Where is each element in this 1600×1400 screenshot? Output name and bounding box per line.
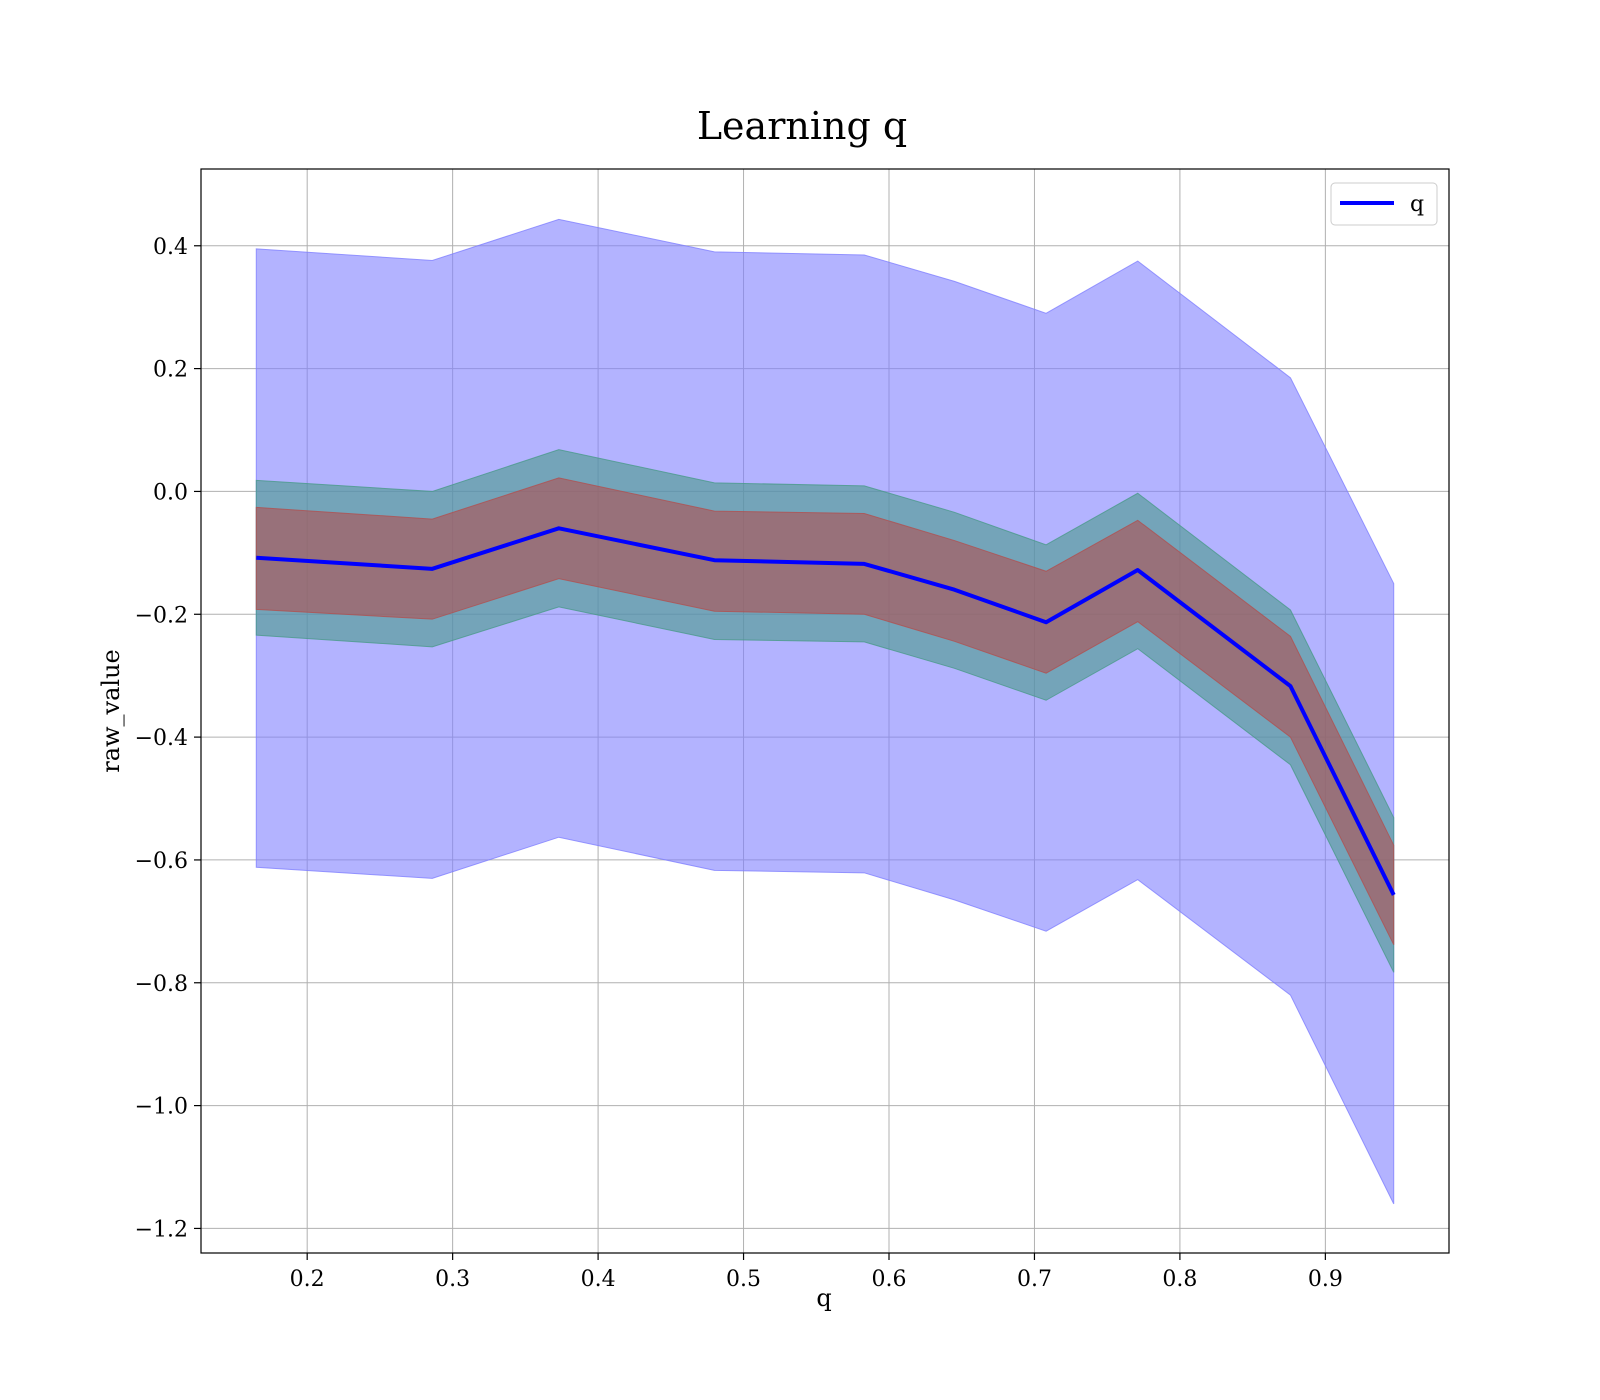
x-tick-label: 0.5 [726, 1267, 761, 1292]
series-line-q [256, 526, 1396, 896]
x-tick-label: 0.6 [872, 1267, 907, 1292]
plot-frame [200, 168, 1450, 1254]
x-axis-label: q [816, 1284, 831, 1312]
y-axis-label: raw_value [97, 649, 125, 773]
y-tick-label: 0.4 [153, 235, 188, 260]
x-tick-label: 0.3 [435, 1267, 470, 1292]
x-tick-label: 0.9 [1308, 1267, 1343, 1292]
confidence-band-3 [255, 477, 1395, 945]
y-tick-label: −0.6 [135, 849, 188, 874]
series-lines [256, 526, 1396, 896]
y-tick-label: −0.2 [135, 603, 188, 628]
y-tick-label: 0.0 [153, 480, 188, 505]
y-tick-label: 0.2 [153, 358, 188, 383]
bands [255, 218, 1395, 1205]
y-tick-label: −1.2 [135, 1217, 188, 1242]
y-tick-label: −0.4 [135, 726, 188, 751]
x-tick-label: 0.8 [1162, 1267, 1197, 1292]
y-tick-label: −0.8 [135, 972, 188, 997]
axis-ticks: 0.2 0.3 0.4 0.5 0.6 0.7 0.8 0.9 0.4 0.2 0.0 −0.2 −0.… [135, 235, 1343, 1292]
x-tick-label: 0.2 [290, 1267, 325, 1292]
x-tick-label: 0.7 [1017, 1267, 1052, 1292]
legend: q [1330, 182, 1438, 226]
y-tick-label: −1.0 [135, 1095, 188, 1120]
legend-label-q: q [1410, 192, 1424, 217]
x-tick-label: 0.4 [581, 1267, 616, 1292]
chart-title: Learning q [697, 104, 907, 148]
